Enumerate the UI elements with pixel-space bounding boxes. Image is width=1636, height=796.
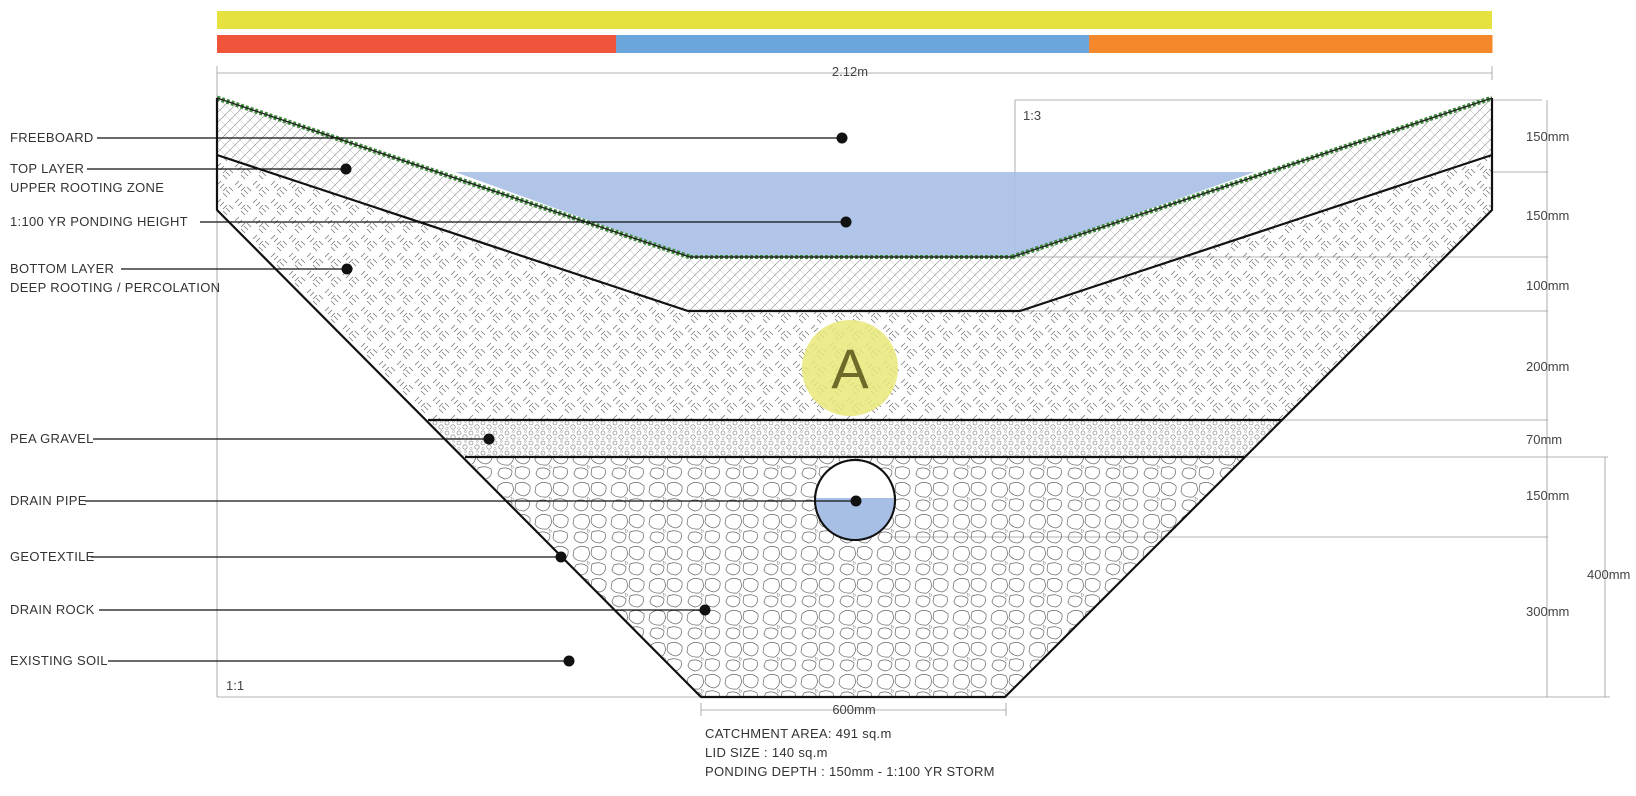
info-ponding-depth: PONDING DEPTH : 150mm - 1:100 YR STORM — [705, 764, 995, 779]
dim-overall: 400mm — [1587, 567, 1630, 582]
label-drain-rock: DRAIN ROCK — [10, 602, 95, 617]
callout-dot-geotextile — [555, 551, 567, 563]
dim-layer-6: 150mm — [1526, 488, 1569, 503]
callout-dot-bottom-layer — [341, 263, 353, 275]
cross-section: A — [215, 95, 1494, 699]
dim-slope-bottom: 1:1 — [226, 678, 244, 693]
legend-segment-2 — [616, 35, 1090, 53]
marker-letter: A — [831, 337, 869, 400]
top-layer — [217, 98, 1492, 311]
legend-segment-3 — [1089, 35, 1493, 53]
info-catchment: CATCHMENT AREA: 491 sq.m — [705, 726, 892, 741]
label-freeboard: FREEBOARD — [10, 130, 94, 145]
legend-segment-1 — [217, 35, 617, 53]
dim-layer-7: 300mm — [1526, 604, 1569, 619]
label-deep-rooting: DEEP ROOTING / PERCOLATION — [10, 280, 220, 295]
legend-bar-top — [217, 11, 1492, 29]
info-block: CATCHMENT AREA: 491 sq.m LID SIZE : 140 … — [705, 726, 995, 779]
label-ponding-height: 1:100 YR PONDING HEIGHT — [10, 214, 188, 229]
dim-base-width: 600mm — [832, 702, 875, 717]
label-existing-soil: EXISTING SOIL — [10, 653, 108, 668]
dim-layer-4: 200mm — [1526, 359, 1569, 374]
label-upper-rooting-zone: UPPER ROOTING ZONE — [10, 180, 164, 195]
dimension-labels: 2.12m 1:3 1:1 600mm 150mm 150mm 100mm 20… — [226, 64, 1630, 717]
ponding-water — [455, 172, 1255, 257]
dim-total-width: 2.12m — [832, 64, 868, 79]
label-pea-gravel: PEA GRAVEL — [10, 431, 94, 446]
bottom-layer — [217, 155, 1492, 420]
label-top-layer: TOP LAYER — [10, 161, 84, 176]
dim-layer-1: 150mm — [1526, 129, 1569, 144]
callout-dot-pea-gravel — [483, 433, 495, 445]
callout-dot-existing-soil — [563, 655, 575, 667]
label-bottom-layer: BOTTOM LAYER — [10, 261, 114, 276]
marker-circle — [802, 320, 898, 416]
label-geotextile: GEOTEXTILE — [10, 549, 95, 564]
callout-dot-drain-pipe — [850, 495, 862, 507]
callout-dot-top-layer — [340, 163, 352, 175]
legend-bar-bottom — [217, 35, 1493, 53]
callout-labels: FREEBOARD TOP LAYER UPPER ROOTING ZONE 1… — [10, 130, 220, 668]
callout-dot-ponding — [840, 216, 852, 228]
dim-slope-top: 1:3 — [1023, 108, 1041, 123]
info-lid-size: LID SIZE : 140 sq.m — [705, 745, 828, 760]
pea-gravel-layer — [428, 420, 1282, 457]
dim-layer-5: 70mm — [1526, 432, 1562, 447]
callout-dot-drain-rock — [699, 604, 711, 616]
callout-leaders — [85, 132, 862, 667]
label-drain-pipe: DRAIN PIPE — [10, 493, 87, 508]
legend-bars — [217, 11, 1493, 53]
dim-layer-2: 150mm — [1526, 208, 1569, 223]
dim-layer-3: 100mm — [1526, 278, 1569, 293]
callout-dot-freeboard — [836, 132, 848, 144]
drain-rock-layer — [465, 457, 1244, 697]
